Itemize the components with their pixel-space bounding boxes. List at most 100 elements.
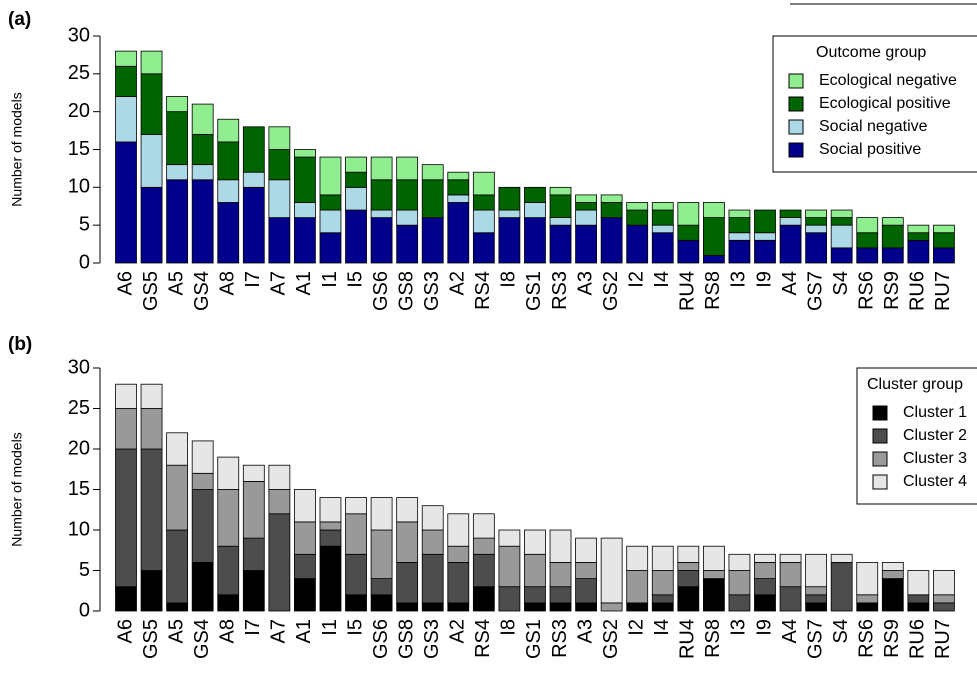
- bar-segment: [856, 217, 879, 234]
- bar-segment: [754, 562, 776, 580]
- bar-segment: [524, 602, 546, 612]
- bar-segment: [421, 217, 444, 264]
- bar-segment: [191, 133, 214, 166]
- x-tick-label: GS3: [421, 271, 443, 311]
- x-tick-label: I3: [728, 271, 750, 288]
- x-tick-label: GS1: [523, 619, 545, 659]
- legend-title: Outcome group: [816, 44, 926, 61]
- bar-segment: [754, 553, 776, 563]
- bar-segment: [191, 103, 214, 135]
- bar-segment: [140, 50, 163, 75]
- bar-segment: [140, 448, 163, 571]
- x-tick-label: I7: [242, 619, 264, 636]
- bar-segment: [370, 578, 393, 596]
- bar-segment: [242, 171, 265, 188]
- bar-segment: [933, 570, 955, 596]
- legend-swatch: [788, 73, 804, 89]
- x-tick-label: RS6: [856, 619, 878, 658]
- bar-segment: [217, 202, 240, 264]
- x-tick-label: A6: [114, 619, 136, 643]
- bar-segment: [319, 521, 342, 531]
- bar-segment: [702, 545, 725, 571]
- bar-segment: [677, 545, 700, 563]
- bar-segment: [472, 171, 495, 196]
- x-tick-label: RS9: [881, 619, 903, 658]
- bar-segment: [370, 209, 393, 219]
- x-tick-label: GS4: [191, 619, 213, 659]
- bar-segment: [549, 186, 572, 196]
- bar-segment: [498, 186, 521, 211]
- bar-segment: [754, 578, 776, 596]
- bar-segment: [472, 513, 495, 539]
- bar-segment: [166, 529, 189, 604]
- bar-segment: [805, 594, 828, 604]
- legend-title: Cluster group: [867, 376, 963, 393]
- bar-segment: [472, 553, 495, 588]
- bar-segment: [805, 217, 828, 226]
- bar-segment: [396, 602, 419, 612]
- bar-segment: [881, 562, 904, 571]
- bar-segment: [524, 186, 546, 203]
- bar-segment: [754, 594, 776, 612]
- bar-segment: [575, 537, 597, 563]
- bar-segment: [472, 232, 495, 264]
- bar-segment: [907, 570, 930, 596]
- bar-segment: [728, 239, 751, 264]
- bar-segment: [805, 602, 828, 612]
- bar-segment: [626, 224, 649, 264]
- bar-segment: [140, 186, 163, 264]
- x-tick-label: GS8: [395, 271, 417, 311]
- bar-segment: [447, 562, 470, 604]
- bar-segment: [881, 570, 904, 580]
- bar-segment: [115, 586, 137, 612]
- x-tick-label: I1: [319, 619, 341, 636]
- x-tick-label: I4: [651, 271, 673, 288]
- bar-segment: [421, 529, 444, 555]
- bar-segment: [268, 489, 291, 515]
- bar-segment: [677, 586, 700, 612]
- bar-segment: [370, 594, 393, 612]
- bar-segment: [294, 202, 316, 218]
- bar-segment: [370, 156, 393, 181]
- bar-segment: [575, 209, 597, 226]
- bar-segment: [728, 209, 751, 219]
- bar-segment: [140, 133, 163, 188]
- bar-segment: [447, 513, 470, 547]
- x-tick-label: GS4: [191, 271, 213, 311]
- x-tick-label: RU4: [677, 619, 699, 659]
- bar-segment: [856, 247, 879, 264]
- x-tick-label: RS6: [856, 271, 878, 310]
- bar-segment: [549, 562, 572, 588]
- bar-segment: [191, 164, 214, 181]
- bar-segment: [396, 156, 419, 181]
- bar-segment: [447, 179, 470, 196]
- bar-segment: [754, 239, 776, 264]
- bar-segment: [370, 529, 393, 579]
- bar-segment: [140, 383, 163, 409]
- x-tick-label: RS4: [472, 619, 494, 658]
- bar-segment: [217, 118, 240, 143]
- bar-segment: [396, 224, 419, 264]
- y-tick-label: 0: [79, 251, 90, 273]
- bar-segment: [933, 232, 955, 249]
- x-tick-label: A3: [574, 271, 596, 295]
- x-tick-label: A8: [217, 271, 239, 295]
- bar-segment: [447, 202, 470, 264]
- bar-segment: [319, 194, 342, 211]
- bar-segment: [242, 480, 265, 539]
- legend-box: [772, 35, 977, 173]
- bar-segment: [396, 179, 419, 211]
- bar-segment: [242, 537, 265, 571]
- bar-segment: [728, 594, 751, 612]
- bar-segment: [575, 194, 597, 203]
- bar-segment: [319, 545, 342, 612]
- bar-segment: [447, 171, 470, 181]
- bar-segment: [651, 232, 674, 264]
- x-tick-label: A7: [268, 619, 290, 643]
- legend-swatch: [872, 405, 888, 421]
- x-tick-label: RU6: [907, 619, 929, 659]
- x-tick-label: GS2: [600, 619, 622, 659]
- bar-segment: [805, 232, 828, 264]
- bar-segment: [549, 586, 572, 604]
